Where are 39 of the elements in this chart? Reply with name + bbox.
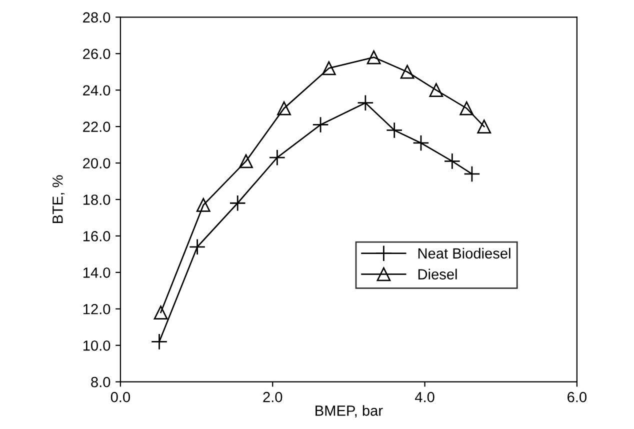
legend-label: Neat Biodiesel bbox=[418, 248, 510, 259]
x-tick-label: 4.0 bbox=[414, 392, 434, 402]
point bbox=[229, 194, 246, 212]
x-tick-label: 0.0 bbox=[110, 392, 130, 402]
y-tick-label: 14.0 bbox=[83, 268, 110, 278]
x-tick-label: 2.0 bbox=[263, 392, 282, 402]
y-tick-label: 20.0 bbox=[83, 158, 110, 168]
point bbox=[460, 101, 474, 116]
y-tick-label: 18.0 bbox=[83, 194, 110, 205]
point bbox=[312, 116, 329, 134]
point bbox=[277, 101, 291, 116]
point bbox=[322, 61, 336, 76]
point bbox=[444, 152, 461, 170]
point bbox=[154, 306, 168, 320]
point bbox=[239, 154, 253, 168]
point bbox=[386, 122, 403, 139]
point bbox=[150, 333, 168, 350]
point bbox=[400, 64, 414, 79]
legend-label: Diesel bbox=[418, 268, 457, 280]
point bbox=[196, 198, 210, 212]
x-tick-label: 6.0 bbox=[568, 392, 587, 402]
y-tick-label: 12.0 bbox=[83, 304, 110, 314]
y-axis-title: BTE, % bbox=[52, 175, 65, 224]
point bbox=[366, 50, 381, 64]
x-axis-title: BMEP, bar bbox=[316, 405, 383, 418]
y-tick-label: 28.0 bbox=[83, 12, 110, 23]
point bbox=[477, 120, 492, 134]
point bbox=[412, 134, 430, 152]
y-tick-label: 16.0 bbox=[83, 231, 110, 242]
y-tick-label: 26.0 bbox=[83, 48, 110, 60]
point bbox=[188, 238, 206, 256]
y-tick-label: 10.0 bbox=[83, 340, 110, 351]
point bbox=[429, 83, 444, 98]
y-tick-label: 22.0 bbox=[83, 122, 110, 132]
y-tick-label: 24.0 bbox=[83, 85, 110, 96]
y-tick-label: 8.0 bbox=[91, 376, 110, 388]
point bbox=[464, 166, 480, 182]
point bbox=[268, 149, 286, 166]
point bbox=[357, 94, 374, 112]
